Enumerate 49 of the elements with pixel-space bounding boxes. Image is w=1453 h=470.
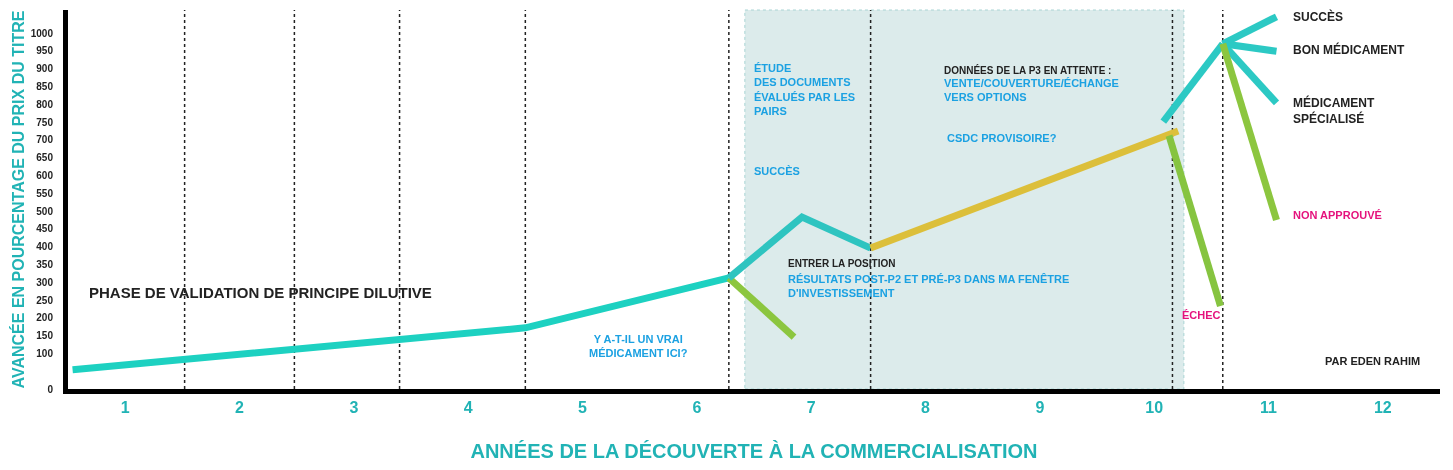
x-tick-label: 3	[349, 399, 359, 417]
annotation: SUCCÈS	[754, 165, 800, 177]
y-tick-label: 1000	[30, 27, 54, 39]
y-tick-label: 0	[47, 383, 54, 395]
x-tick-label: 2	[235, 399, 245, 417]
annotation: ENTRER LA POSITION	[788, 258, 896, 269]
y-tick-label: 200	[36, 312, 54, 324]
y-tick-label: 600	[36, 169, 54, 181]
x-tick-label: 4	[463, 399, 473, 417]
annotation: PHASE DE VALIDATION DE PRINCIPE DILUTIVE	[89, 284, 432, 301]
y-tick-label: 650	[36, 152, 54, 164]
y-tick-label: 300	[36, 276, 54, 288]
annotation: ÉCHEC	[1182, 309, 1221, 321]
y-tick-label: 500	[36, 205, 54, 217]
y-tick-label: 450	[36, 223, 54, 235]
y-tick-label: 250	[36, 294, 54, 306]
x-tick-label: 9	[1035, 399, 1045, 417]
x-tick-label: 10	[1145, 399, 1164, 417]
x-tick-label: 12	[1373, 399, 1392, 417]
y-tick-label: 850	[36, 81, 54, 93]
y-axis-title: AVANCÉE EN POURCENTAGE DU PRIX DU TITRE	[8, 10, 27, 389]
annotation: NON APPROUVÉ	[1293, 209, 1382, 221]
annotation: CSDC PROVISOIRE?	[947, 132, 1057, 144]
y-tick-label: 550	[36, 187, 54, 199]
y-tick-label: 900	[36, 63, 54, 75]
annotation: PAR EDEN RAHIM	[1325, 355, 1421, 367]
x-tick-label: 7	[806, 399, 816, 417]
x-tick-label: 1	[120, 399, 130, 417]
y-tick-label: 150	[36, 330, 54, 342]
annotation: VENTE/COUVERTURE/ÉCHANGE VERS OPTIONS	[944, 77, 1119, 104]
annotation: Y A-T-IL UN VRAI MÉDICAMENT ICI?	[589, 333, 688, 360]
y-tick-label: 750	[36, 116, 54, 128]
x-tick-label: 11	[1260, 399, 1278, 417]
y-tick-label: 400	[36, 241, 54, 253]
annotation: DONNÉES DE LA P3 EN ATTENTE :	[944, 64, 1112, 76]
y-tick-label: 100	[36, 347, 54, 359]
x-tick-label: 5	[578, 399, 588, 417]
annotation: BON MÉDICAMENT	[1293, 42, 1405, 57]
annotation: RÉSULTATS POST-P2 ET PRÉ-P3 DANS MA FENÊTRE D'INVESTISSEMENT	[788, 273, 1070, 300]
x-tick-label: 8	[921, 399, 931, 417]
annotation: SUCCÈS	[1293, 9, 1344, 24]
x-axis-title: ANNÉES DE LA DÉCOUVERTE À LA COMMERCIALISATION	[470, 439, 1038, 462]
y-tick-label: 800	[36, 98, 54, 110]
annotation: MÉDICAMENT SPÉCIALISÉ	[1293, 95, 1375, 126]
annotation: ÉTUDE DES DOCUMENTS ÉVALUÉS PAR LES PAIRS	[754, 62, 856, 117]
y-tick-label: 700	[36, 134, 54, 146]
y-tick-label: 950	[36, 45, 54, 57]
x-tick-label: 6	[692, 399, 702, 417]
y-tick-label: 350	[36, 258, 54, 270]
